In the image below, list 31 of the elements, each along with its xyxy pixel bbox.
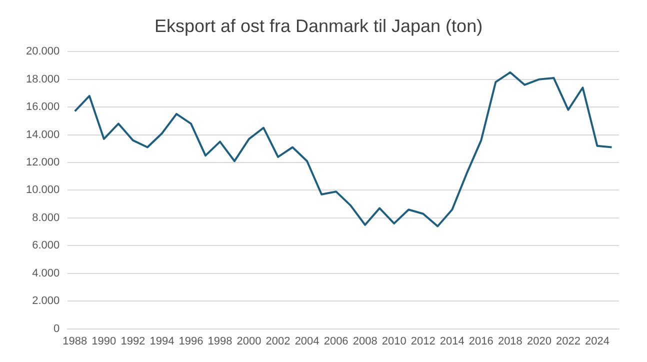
chart-title: Eksport af ost fra Danmark til Japan (ton)	[154, 16, 483, 36]
x-tick-label: 1996	[178, 335, 204, 348]
y-tick-label: 0	[54, 322, 60, 335]
x-tick-label: 1994	[150, 335, 174, 348]
x-tick-label: 2014	[440, 335, 464, 348]
x-tick-label: 2012	[410, 335, 436, 348]
y-tick-label: 20.000	[26, 46, 60, 58]
y-tick-label: 18.000	[26, 73, 60, 86]
x-tick-label: 1992	[120, 335, 146, 348]
x-tick-label: 1998	[208, 335, 232, 348]
x-tick-label: 2020	[526, 335, 552, 348]
x-tick-label: 2010	[382, 335, 406, 348]
y-tick-label: 12.000	[26, 156, 60, 169]
x-tick-label: 2004	[294, 335, 320, 348]
x-tick-label: 1988	[62, 335, 88, 348]
x-tick-label: 2016	[468, 335, 494, 348]
x-tick-label: 2006	[324, 335, 348, 348]
y-tick-label: 8.000	[32, 212, 60, 224]
y-tick-label: 14.000	[26, 128, 60, 141]
y-tick-label: 6.000	[32, 240, 60, 252]
x-tick-label: 2002	[266, 335, 290, 348]
x-tick-label: 2008	[352, 335, 378, 348]
x-tick-label: 2018	[498, 335, 522, 348]
x-tick-label: 2024	[584, 335, 610, 348]
x-tick-label: 2000	[236, 335, 262, 348]
y-tick-label: 2.000	[32, 295, 60, 308]
y-tick-label: 4.000	[32, 267, 60, 280]
y-tick-label: 10.000	[26, 184, 60, 196]
y-tick-label: 16.000	[26, 101, 60, 114]
x-tick-label: 1990	[92, 335, 116, 348]
x-tick-label: 2022	[556, 335, 580, 348]
